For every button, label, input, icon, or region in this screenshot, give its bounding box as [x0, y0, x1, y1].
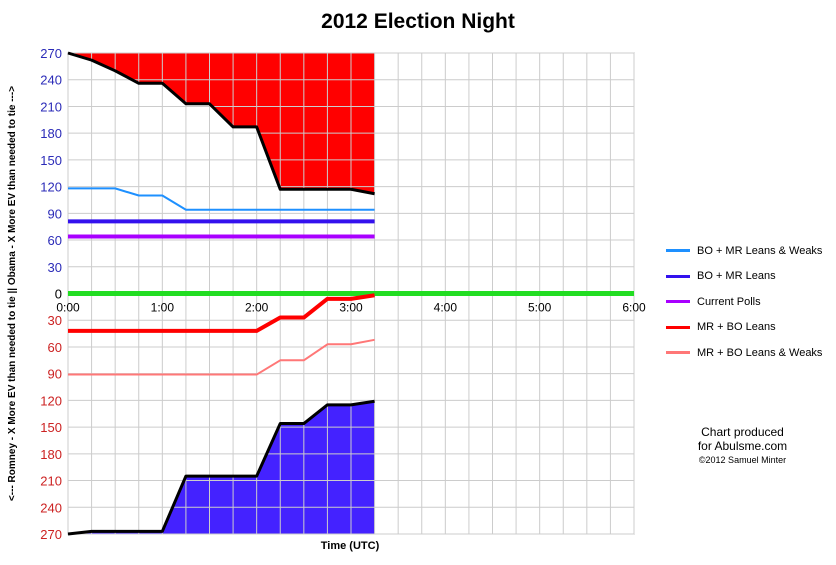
y-tick-label: 120	[40, 393, 62, 408]
x-tick-label: 1:00	[151, 301, 175, 315]
legend-swatch	[666, 249, 690, 253]
series-line-0	[68, 187, 375, 211]
y-tick-label: 240	[40, 500, 62, 515]
legend-label: MR + BO Leans & Weaks	[697, 346, 823, 359]
legend-item-bo-mr-leans: BO + MR Leans	[666, 264, 822, 290]
x-tick-label: 5:00	[528, 301, 552, 315]
x-tick-label: 6:00	[622, 301, 646, 315]
obama-win-region	[68, 53, 375, 194]
y-axis-label: <--- Romney - X More EV than needed to t…	[7, 86, 18, 501]
y-tick-label: 210	[40, 99, 62, 114]
y-tick-label: 240	[40, 73, 62, 88]
legend-label: MR + BO Leans	[697, 321, 776, 334]
y-tick-label: 60	[48, 233, 62, 248]
y-tick-label: 120	[40, 180, 62, 195]
chart-credit: Chart produced for Abulsme.com ©2012 Sam…	[680, 425, 805, 467]
y-tick-label: 150	[40, 153, 62, 168]
series-line-4	[68, 338, 375, 376]
y-tick-label: 270	[40, 46, 62, 61]
y-tick-label: 180	[40, 447, 62, 462]
legend-item-bo-mr-leans-weaks: BO + MR Leans & Weaks	[666, 238, 822, 264]
y-tick-label: 210	[40, 474, 62, 489]
x-axis-label: Time (UTC)	[320, 540, 380, 552]
legend: BO + MR Leans & Weaks BO + MR Leans Curr…	[666, 238, 822, 366]
legend-item-mr-bo-leans-weaks: MR + BO Leans & Weaks	[666, 340, 822, 366]
series-line-3	[68, 293, 375, 333]
legend-swatch	[666, 325, 690, 329]
legend-swatch	[666, 351, 690, 355]
legend-item-mr-bo-leans: MR + BO Leans	[666, 315, 822, 341]
y-tick-label: 90	[48, 367, 62, 382]
bottom-boundary-line	[67, 399, 375, 536]
legend-label: Current Polls	[697, 295, 761, 308]
legend-label: BO + MR Leans	[697, 270, 776, 283]
y-tick-label: 60	[48, 340, 62, 355]
chart-title: 2012 Election Night	[321, 10, 515, 33]
legend-swatch	[666, 274, 690, 278]
legend-item-current-polls: Current Polls	[666, 289, 822, 315]
top-boundary-line	[67, 51, 375, 196]
credit-line-2: for Abulsme.com	[697, 439, 788, 453]
x-tick-label: 0:00	[56, 301, 80, 315]
credit-line-1: Chart produced	[701, 425, 784, 439]
legend-swatch	[666, 300, 690, 304]
y-tick-label: 270	[40, 527, 62, 542]
credit-line-3: ©2012 Samuel Minter	[698, 455, 787, 465]
y-tick-label: 150	[40, 420, 62, 435]
x-tick-label: 4:00	[434, 301, 458, 315]
y-tick-label: 90	[48, 206, 62, 221]
y-tick-label: 0	[55, 287, 62, 302]
y-tick-label: 180	[40, 126, 62, 141]
y-tick-label: 30	[48, 260, 62, 275]
x-tick-label: 2:00	[245, 301, 269, 315]
x-tick-label: 3:00	[339, 301, 363, 315]
y-tick-label: 30	[48, 313, 62, 328]
romney-win-region	[68, 401, 375, 534]
legend-label: BO + MR Leans & Weaks	[697, 244, 823, 257]
